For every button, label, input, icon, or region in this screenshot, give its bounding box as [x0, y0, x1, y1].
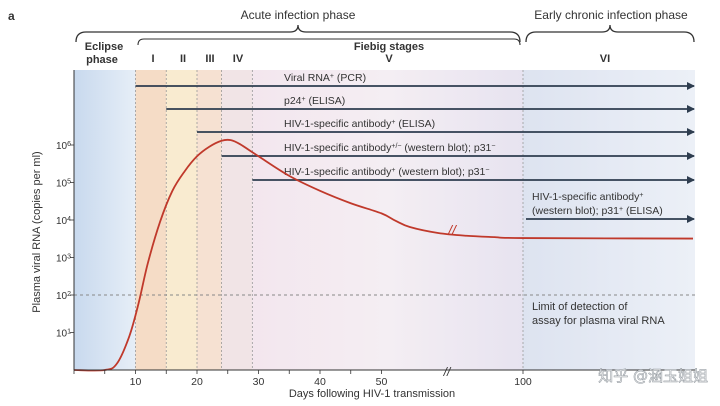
phase-background-regions [74, 70, 695, 370]
y-tick-label-1: 101 [56, 328, 71, 340]
x-tick-label-10: 10 [130, 376, 142, 388]
panel-label: a [8, 9, 15, 23]
assay-label-2: HIV-1-specific antibody+ (ELISA) [284, 118, 435, 130]
x-axis-break-mark: // [443, 365, 452, 379]
fiebig-stages-label: Fiebig stages [354, 41, 424, 53]
detection-limit-label-line1: Limit of detection of [532, 301, 628, 313]
assay-label-1: p24+ (ELISA) [284, 95, 345, 107]
stage-dividers [135, 70, 524, 370]
chronic-assay-line2: (western blot); p31+ (ELISA) [532, 205, 663, 217]
stage-region-3 [197, 70, 222, 370]
y-tick-label-5: 105 [56, 178, 71, 190]
assay-label-3: HIV-1-specific antibody+/− (western blot… [284, 142, 496, 154]
axes: 10 20 30 40 50 100 // 101 102 103 104 105 106 [56, 70, 695, 388]
eclipse-phase-label-line1: Eclipse [85, 41, 124, 53]
acute-phase-bracket [75, 24, 521, 43]
watermark-text: 知乎 @涵玉姐姐 [598, 367, 708, 385]
y-tick-label-2: 102 [56, 291, 71, 303]
viral-load-line [73, 138, 694, 372]
assay-label-4: HIV-1-specific antibody+ (western blot);… [284, 166, 489, 178]
chronic-phase-bracket [525, 24, 695, 43]
fiebig-bracket [137, 38, 521, 46]
x-tick-label-50: 50 [376, 376, 388, 388]
stage-label-VI: VI [600, 53, 610, 65]
assay-label-0: Viral RNA+ (PCR) [284, 72, 366, 84]
stage-label-IV: IV [233, 53, 244, 65]
y-tick-label-4: 104 [56, 216, 71, 228]
x-tick-label-100: 100 [514, 376, 532, 388]
x-axis-label: Days following HIV-1 transmission [289, 388, 455, 400]
x-tick-label-40: 40 [314, 376, 326, 388]
stage-label-I: I [151, 53, 154, 65]
curve-break-mark: // [447, 222, 458, 238]
stage-label-III: III [205, 53, 214, 65]
x-tick-label-30: 30 [253, 376, 265, 388]
y-tick-label-3: 103 [56, 253, 71, 265]
stage-region-2 [166, 70, 197, 370]
stage-region-6 [523, 70, 695, 370]
x-tick-label-20: 20 [191, 376, 203, 388]
acute-phase-label: Acute infection phase [241, 8, 356, 22]
y-axis-label: Plasma viral RNA (copies per ml) [31, 151, 43, 312]
stage-region-5 [252, 70, 523, 370]
assay-arrows: Viral RNA+ (PCR) p24+ (ELISA) HIV-1-specif… [135, 72, 695, 223]
viral-load-curve: // [73, 138, 694, 372]
phase-brackets [75, 24, 695, 46]
detection-limit-label-line2: assay for plasma viral RNA [532, 315, 665, 327]
chronic-assay-line1: HIV-1-specific antibody+ [532, 191, 643, 203]
stage-label-V: V [385, 53, 393, 65]
stage-label-II: II [180, 53, 186, 65]
chronic-phase-label: Early chronic infection phase [534, 8, 688, 22]
y-tick-label-6: 106 [56, 141, 71, 153]
stage-region-4 [221, 70, 253, 370]
stage-region-0 [74, 70, 136, 370]
eclipse-phase-label-line2: phase [86, 54, 118, 66]
